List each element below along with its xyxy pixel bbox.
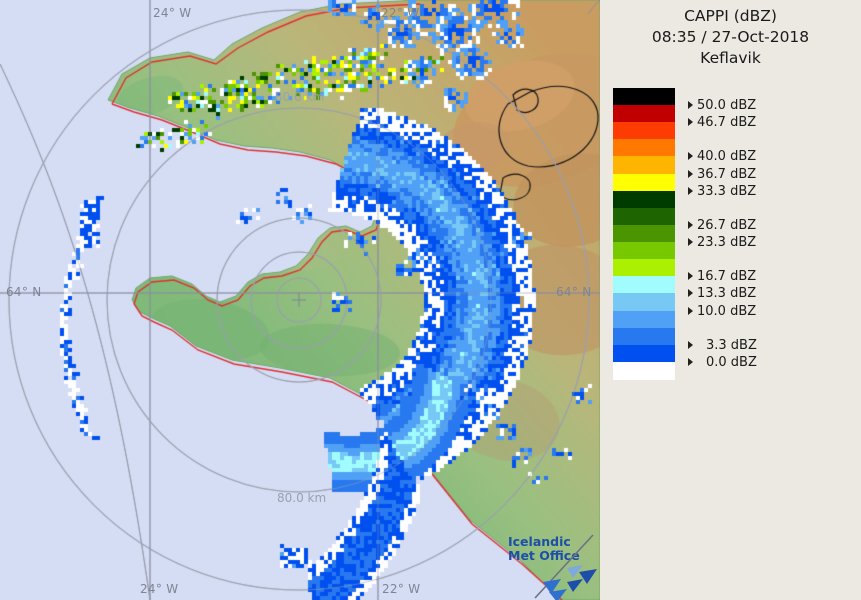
legend-tick-label: 40.0 dBZ	[697, 148, 757, 164]
lon-24w-bottom: 24° W	[140, 582, 179, 596]
range-ring-label-top: 80.0 km	[275, 90, 325, 104]
lat-64n-right: 64° N	[556, 285, 592, 299]
icelandic-met-office-logo: Icelandic Met Office	[505, 532, 600, 600]
legend-tick-arrow-icon	[688, 357, 693, 366]
legend-tick-label: 50.0 dBZ	[697, 97, 757, 113]
legend-tick-arrow-icon	[688, 117, 693, 126]
legend-band	[613, 259, 675, 277]
product-title-block: CAPPI (dBZ) 08:35 / 27-Oct-2018 Keflavik	[600, 0, 861, 69]
dbz-color-legend: 50.0 dBZ 46.7 dBZ 40.0 dBZ 36.7 dBZ 33.3 dBZ…	[613, 88, 853, 380]
legend-tick-arrow-icon	[688, 237, 693, 246]
legend-tick-arrow-icon	[688, 220, 693, 229]
product-title: CAPPI (dBZ)	[684, 7, 777, 25]
legend-band	[613, 191, 675, 209]
radar-map-panel[interactable]: 24° W 22° W 24° W 22° W 64° N 64° N 80.0 km 80…	[0, 0, 600, 600]
radar-map-canvas[interactable]	[0, 0, 600, 600]
lon-22w-top: 22° W	[381, 6, 420, 20]
range-ring-label-bottom: 80.0 km	[277, 491, 327, 505]
logo-text: Icelandic Met Office	[508, 534, 580, 563]
legend-tick: 33.3 dBZ	[675, 183, 756, 199]
logo-arrow-icon	[534, 534, 597, 600]
lon-24w-top: 24° W	[153, 6, 192, 20]
legend-tick-arrow-icon	[688, 100, 693, 109]
legend-band	[613, 328, 675, 346]
legend-tick: 26.7 dBZ	[675, 217, 756, 233]
legend-band	[613, 139, 675, 157]
legend-tick-arrow-icon	[688, 186, 693, 195]
lat-64n-left: 64° N	[6, 285, 42, 299]
legend-tick: 10.0 dBZ	[675, 303, 756, 319]
legend-tick-label: 3.3 dBZ	[706, 337, 757, 353]
legend-band	[613, 345, 675, 363]
legend-tick: 3.3 dBZ	[675, 337, 757, 353]
legend-tick-arrow-icon	[688, 340, 693, 349]
legend-tick-label: 0.0 dBZ	[706, 354, 757, 370]
legend-tick: 13.3 dBZ	[675, 285, 756, 301]
legend-tick-group: 50.0 dBZ 46.7 dBZ 40.0 dBZ 36.7 dBZ 33.3 dBZ…	[675, 88, 853, 379]
product-timestamp: 08:35 / 27-Oct-2018	[651, 28, 810, 46]
legend-tick: 23.3 dBZ	[675, 234, 756, 250]
legend-tick: 50.0 dBZ	[675, 97, 756, 113]
legend-tick: 40.0 dBZ	[675, 148, 756, 164]
legend-band	[613, 276, 675, 294]
info-side-panel: CAPPI (dBZ) 08:35 / 27-Oct-2018 Keflavik…	[600, 0, 861, 600]
legend-band	[613, 105, 675, 123]
legend-tick-label: 46.7 dBZ	[697, 114, 757, 130]
legend-band	[613, 242, 675, 260]
legend-tick-arrow-icon	[688, 288, 693, 297]
legend-tick-label: 33.3 dBZ	[697, 183, 757, 199]
legend-band	[613, 156, 675, 174]
legend-tick-arrow-icon	[688, 151, 693, 160]
legend-band	[613, 293, 675, 311]
legend-tick: 36.7 dBZ	[675, 166, 756, 182]
legend-tick-label: 13.3 dBZ	[697, 285, 757, 301]
legend-tick: 46.7 dBZ	[675, 114, 756, 130]
legend-band	[613, 122, 675, 140]
legend-band	[613, 362, 675, 380]
legend-tick: 16.7 dBZ	[675, 268, 756, 284]
legend-band	[613, 88, 675, 106]
legend-tick-label: 10.0 dBZ	[697, 303, 757, 319]
legend-band	[613, 174, 675, 192]
legend-tick-label: 23.3 dBZ	[697, 234, 757, 250]
legend-tick-label: 36.7 dBZ	[697, 166, 757, 182]
legend-band	[613, 208, 675, 226]
legend-tick-label: 16.7 dBZ	[697, 268, 757, 284]
radar-site-name: Keflavik	[700, 49, 761, 67]
legend-band	[613, 225, 675, 243]
lon-22w-bottom: 22° W	[382, 582, 421, 596]
legend-color-bar	[613, 88, 675, 380]
legend-tick-arrow-icon	[688, 169, 693, 178]
legend-tick-label: 26.7 dBZ	[697, 217, 757, 233]
legend-tick-arrow-icon	[688, 306, 693, 315]
legend-band	[613, 311, 675, 329]
legend-tick: 0.0 dBZ	[675, 354, 757, 370]
legend-tick-arrow-icon	[688, 271, 693, 280]
